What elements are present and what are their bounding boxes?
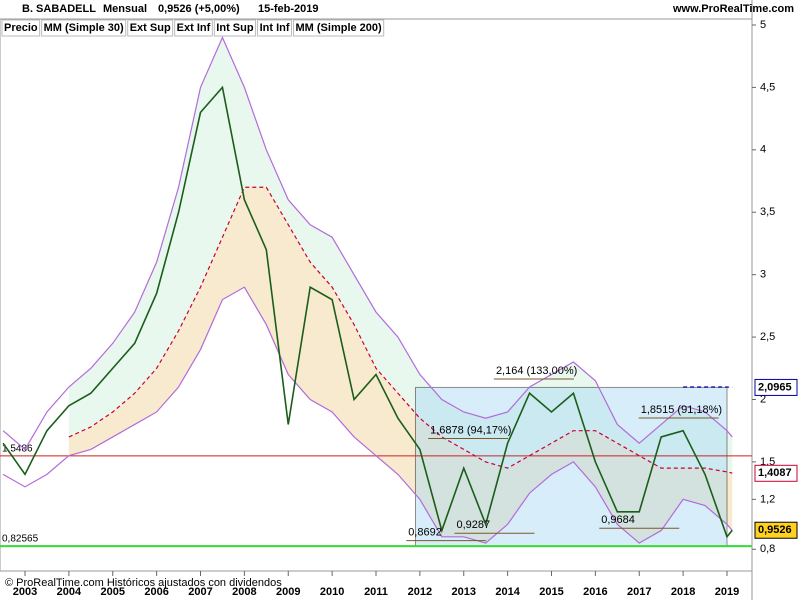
series-line [2, 286, 733, 544]
legend-entry: MM (Simple 30) [44, 22, 124, 34]
header-period: Mensual [103, 3, 147, 15]
y-tick-label: 1,2 [760, 493, 775, 505]
annotation: 0,9287 [456, 519, 490, 531]
series-line [2, 35, 733, 451]
legend-entry: Ext Inf [177, 22, 211, 34]
price-label-box [754, 521, 798, 539]
x-tick-label: 2010 [320, 586, 344, 598]
x-tick-label: 2009 [276, 586, 300, 598]
x-tick-label: 2013 [452, 586, 476, 598]
legend-entry: Ext Sup [130, 22, 171, 34]
footer: © ProRealTime.com Históricos ajustados c… [5, 577, 282, 589]
header-quote: 0,9526 (+5,00%) [158, 3, 240, 15]
header-name: B. SABADELL [22, 3, 96, 15]
price-label: 0,9526 [758, 524, 792, 536]
x-tick-label: 2011 [364, 586, 388, 598]
legend-entry: MM (Simple 200) [296, 22, 383, 34]
header-site: www.ProRealTime.com [672, 3, 794, 15]
x-tick-label: 2017 [627, 586, 651, 598]
y-tick-label: 3 [760, 269, 766, 281]
y-tick-label: 0,8 [760, 543, 775, 555]
legend-box [41, 19, 127, 37]
legend-entry: Int Inf [260, 22, 290, 34]
x-tick-label: 2019 [715, 586, 739, 598]
x-tick-label: 2014 [495, 586, 520, 598]
legend-box [257, 19, 293, 37]
price-label: 2,0965 [758, 381, 792, 393]
legend-box [127, 19, 174, 37]
price-label-box [754, 378, 798, 396]
series-line [2, 85, 733, 539]
y-tick-label: 2 [760, 393, 766, 405]
y-tick-label: 5 [760, 19, 766, 31]
x-tick-label: 2003 [13, 586, 37, 598]
legend-box [213, 19, 257, 37]
x-tick-label: 2016 [583, 586, 607, 598]
level-label: 0,82565 [2, 534, 39, 545]
price-label-box [754, 464, 798, 482]
price-label: 1,4087 [758, 467, 792, 479]
y-tick-label: 4,5 [760, 81, 775, 93]
x-tick-label: 2005 [101, 586, 125, 598]
level-label: 1,5486 [2, 443, 33, 454]
series-line [68, 186, 733, 474]
x-tick-label: 2012 [408, 586, 432, 598]
y-tick-label: 3,5 [760, 206, 775, 218]
band-fill [68, 187, 733, 544]
x-tick-label: 2007 [188, 586, 212, 598]
legend-box [174, 19, 213, 37]
x-tick-label: 2004 [57, 586, 82, 598]
header-date: 15-feb-2019 [258, 3, 319, 15]
legend: Precio MM (Simple 30) Ext Sup Ext Inf Int Su… [1, 19, 385, 37]
range-box [414, 386, 728, 547]
annotation: 1,6878 (94,17%) [430, 424, 511, 436]
annotation: 1,8515 (91,18%) [641, 404, 722, 416]
x-tick-label: 2018 [671, 586, 695, 598]
legend-entry: Int Sup [216, 22, 254, 34]
annotation: 2,164 (133,00%) [496, 365, 577, 377]
x-tick-label: 2015 [539, 586, 563, 598]
y-tick-label: 4 [760, 144, 766, 156]
legend-box [293, 19, 385, 37]
annotation: 0,8692 [408, 527, 442, 539]
x-tick-label: 2006 [144, 586, 168, 598]
annotation: 0,9684 [601, 514, 635, 526]
y-tick-label: 2,5 [760, 331, 775, 343]
legend-entry: Precio [4, 22, 38, 34]
x-tick-label: 2008 [232, 586, 256, 598]
legend-box [1, 19, 41, 37]
